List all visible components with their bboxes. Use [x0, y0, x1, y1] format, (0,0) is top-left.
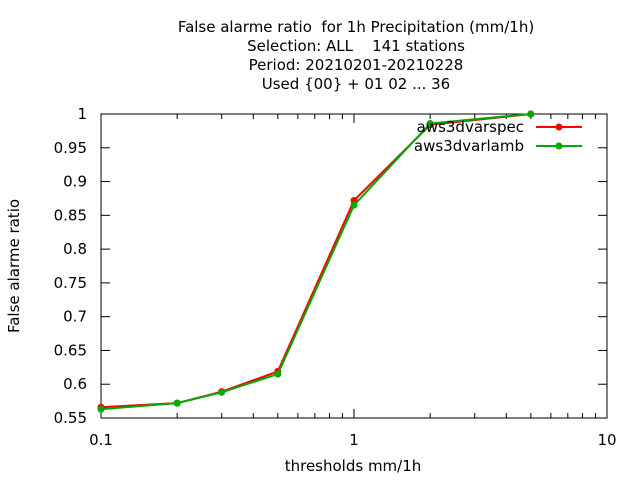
data-point	[527, 110, 535, 118]
data-point	[173, 399, 181, 407]
y-tick-label: 0.55	[54, 409, 87, 427]
y-tick-label: 0.75	[54, 274, 87, 292]
x-tick-label: 1	[349, 431, 359, 449]
chart-title-line-4: Used {00} + 01 02 ... 36	[261, 75, 451, 93]
chart-title-line-2: Selection: ALL 141 stations	[247, 37, 465, 55]
y-tick-label: 0.9	[63, 173, 87, 191]
axes: 0.55 0.6 0.65 0.7 0.75 0.8 0.85 0.9 0.95 1 0.1 1 10	[54, 105, 617, 449]
y-tick-label: 0.8	[63, 240, 87, 258]
data-point	[218, 388, 226, 396]
y-tick-label: 0.6	[63, 375, 87, 393]
y-tick-label: 0.7	[63, 308, 87, 326]
legend-marker	[555, 123, 563, 131]
legend-label: aws3dvarlamb	[414, 137, 524, 155]
data-point	[97, 405, 105, 413]
chart-title-line-3: Period: 20210201-20210228	[248, 56, 464, 74]
series-aws3dvarspec	[97, 110, 535, 411]
series-line	[100, 113, 531, 409]
legend-marker	[555, 142, 563, 150]
series-line	[100, 113, 531, 411]
x-axis-label: thresholds mm/1h	[285, 457, 422, 475]
data-point	[426, 119, 434, 127]
y-tick-label: 0.95	[54, 139, 87, 157]
series-layer	[97, 110, 535, 413]
chart-title-line-1: False alarme ratio for 1h Precipitation …	[177, 18, 535, 36]
plot-frame	[100, 113, 608, 419]
series-aws3dvarlamb	[97, 110, 535, 413]
y-tick-label: 1	[77, 105, 87, 123]
y-axis-label: False alarme ratio	[5, 199, 23, 333]
y-tick-label: 0.85	[54, 206, 87, 224]
x-tick-label: 10	[597, 431, 616, 449]
data-point	[350, 201, 358, 209]
x-tick-label: 0.1	[89, 431, 113, 449]
y-tick-label: 0.65	[54, 341, 87, 359]
data-point	[274, 370, 282, 378]
legend-label: aws3dvarspec	[417, 118, 524, 136]
